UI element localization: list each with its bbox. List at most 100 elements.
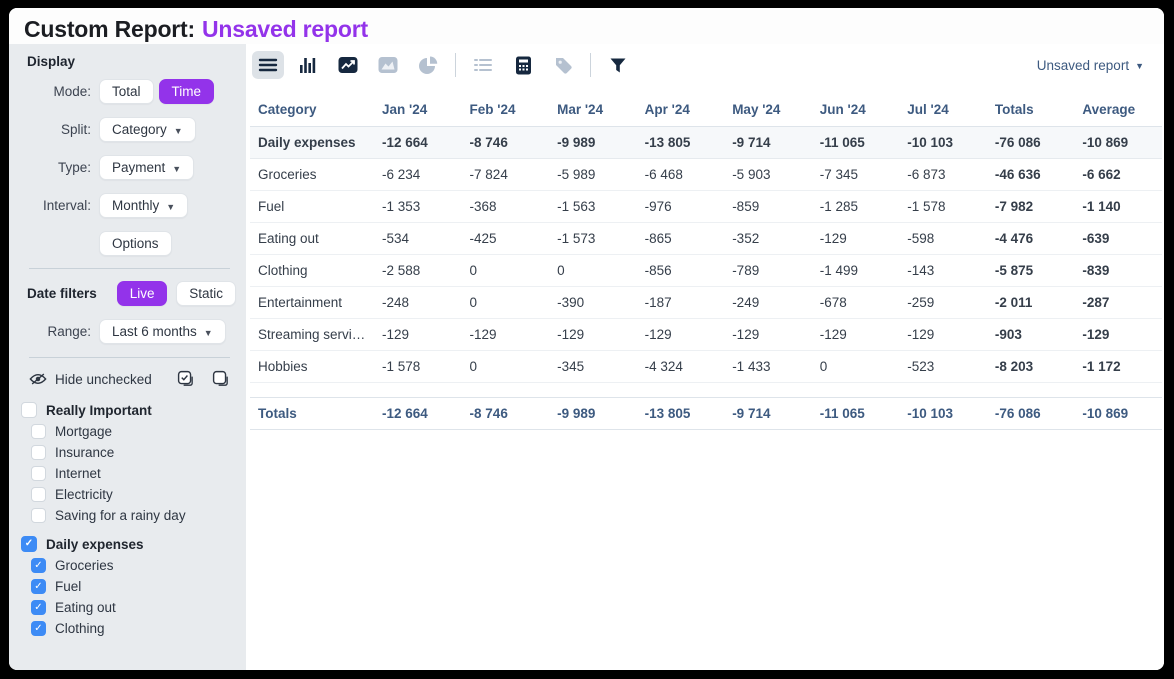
range-row: Range: Last 6 months ▼ — [21, 319, 236, 344]
checked-checkbox[interactable]: ✓ — [31, 600, 46, 615]
table-header-row: Category Jan '24 Feb '24 Mar '24 Apr '24 May … — [250, 94, 1162, 127]
value-cell: -9 714 — [724, 397, 812, 430]
calculator-icon[interactable] — [507, 51, 539, 79]
checkbox-label[interactable]: Eating out — [55, 600, 116, 615]
value-cell: -187 — [636, 286, 725, 319]
value-cell: -1 573 — [549, 222, 637, 255]
checkbox-label[interactable]: Insurance — [55, 445, 115, 460]
date-live-button[interactable]: Live — [116, 281, 168, 306]
unchecked-checkbox[interactable] — [31, 445, 46, 460]
checkbox-label[interactable]: Electricity — [55, 487, 113, 502]
date-filters-heading: Date filters — [27, 286, 97, 301]
value-cell: -6 234 — [374, 158, 462, 191]
value-cell: -1 578 — [899, 190, 987, 223]
value-cell: -46 636 — [986, 158, 1075, 191]
column-header: Average — [1074, 94, 1162, 127]
table-row: Streaming servic... -129 -129 -129 -129 -129-… — [250, 318, 1162, 351]
uncheck-all-icon[interactable] — [212, 370, 230, 388]
check-all-icon[interactable] — [177, 370, 195, 388]
options-button[interactable]: Options — [99, 231, 172, 256]
report-selector-dropdown[interactable]: Unsaved report ▼ — [1031, 57, 1150, 74]
category-cell: Groceries — [250, 158, 374, 191]
type-dropdown[interactable]: Payment ▼ — [99, 155, 195, 180]
category-cell: Streaming servic... — [250, 318, 374, 351]
column-header: Jan '24 — [374, 94, 462, 127]
value-cell: -352 — [724, 222, 812, 255]
value-cell: -598 — [899, 222, 987, 255]
value-cell: -1 353 — [374, 190, 462, 223]
checked-checkbox[interactable]: ✓ — [21, 536, 37, 552]
area-chart-icon[interactable] — [372, 51, 404, 79]
checkbox-label[interactable]: Groceries — [55, 558, 114, 573]
category-row: Internet — [31, 466, 236, 481]
category-cell: Eating out — [250, 222, 374, 255]
category-row: Mortgage — [31, 424, 236, 439]
checkbox-label[interactable]: Daily expenses — [46, 536, 144, 552]
line-chart-icon[interactable] — [332, 51, 364, 79]
checked-checkbox[interactable]: ✓ — [31, 621, 46, 636]
checked-checkbox[interactable]: ✓ — [31, 579, 46, 594]
mode-row: Mode: Total Time — [21, 79, 236, 104]
split-dropdown[interactable]: Category ▼ — [99, 117, 196, 142]
value-cell: -1 433 — [724, 350, 812, 383]
checkbox-label[interactable]: Clothing — [55, 621, 105, 636]
range-dropdown[interactable]: Last 6 months ▼ — [99, 319, 226, 344]
checkbox-label[interactable]: Internet — [55, 466, 101, 481]
checkbox-label[interactable]: Mortgage — [55, 424, 113, 439]
list-icon[interactable] — [467, 51, 499, 79]
category-group-row: ✓ Daily expenses — [21, 536, 236, 552]
bar-chart-icon[interactable] — [292, 51, 324, 79]
range-label: Range: — [47, 324, 91, 339]
table-rows-icon[interactable] — [252, 51, 284, 79]
unchecked-checkbox[interactable] — [31, 508, 46, 523]
toolbar-separator — [455, 53, 456, 77]
unchecked-checkbox[interactable] — [31, 487, 46, 502]
checkbox-label[interactable]: Really Important — [46, 402, 152, 418]
value-cell: -12 664 — [374, 397, 462, 430]
interval-dropdown[interactable]: Monthly ▼ — [99, 193, 189, 218]
checked-checkbox[interactable]: ✓ — [31, 558, 46, 573]
chevron-down-icon: ▼ — [203, 327, 213, 338]
checkbox-label[interactable]: Fuel — [55, 579, 82, 594]
column-header: Apr '24 — [636, 94, 725, 127]
value-cell: -534 — [374, 222, 462, 255]
value-cell: -1 140 — [1074, 190, 1162, 223]
value-cell: 0 — [461, 254, 550, 287]
page-title: Custom Report: Unsaved report — [24, 16, 1164, 43]
unchecked-checkbox[interactable] — [31, 466, 46, 481]
value-cell: -425 — [461, 222, 550, 255]
mode-time-button[interactable]: Time — [158, 79, 215, 104]
value-cell: -345 — [549, 350, 637, 383]
category-row: Insurance — [31, 445, 236, 460]
checkbox-label[interactable]: Saving for a rainy day — [55, 508, 186, 523]
category-cell: Entertainment — [250, 286, 374, 319]
pie-chart-icon[interactable] — [412, 51, 444, 79]
value-cell: -249 — [724, 286, 812, 319]
value-cell: -76 086 — [986, 126, 1075, 159]
value-cell: -4 476 — [986, 222, 1075, 255]
value-cell: -143 — [899, 254, 987, 287]
title-bar: Custom Report: Unsaved report — [9, 8, 1164, 44]
value-cell: -129 — [374, 318, 462, 351]
column-header: Totals — [986, 94, 1075, 127]
value-cell: -9 714 — [724, 126, 812, 159]
value-cell: -129 — [811, 222, 900, 255]
value-cell: -368 — [461, 190, 550, 223]
value-cell: -7 824 — [461, 158, 550, 191]
eye-off-icon[interactable] — [29, 372, 47, 386]
filter-icon[interactable] — [602, 51, 634, 79]
split-label: Split: — [60, 122, 91, 137]
tag-icon[interactable] — [547, 51, 579, 79]
value-cell: -129 — [461, 318, 550, 351]
unchecked-checkbox[interactable] — [21, 402, 37, 418]
value-cell: -2 011 — [986, 286, 1075, 319]
value-cell: -9 989 — [549, 397, 637, 430]
value-cell: -287 — [1074, 286, 1162, 319]
value-cell: -76 086 — [986, 397, 1075, 430]
value-cell: -259 — [899, 286, 987, 319]
report-table-body: Daily expenses -12 664 -8 746 -9 989 -13 805… — [250, 126, 1162, 430]
mode-total-button[interactable]: Total — [99, 79, 154, 104]
date-static-button[interactable]: Static — [176, 281, 236, 306]
unchecked-checkbox[interactable] — [31, 424, 46, 439]
category-cell: Hobbies — [250, 350, 374, 383]
